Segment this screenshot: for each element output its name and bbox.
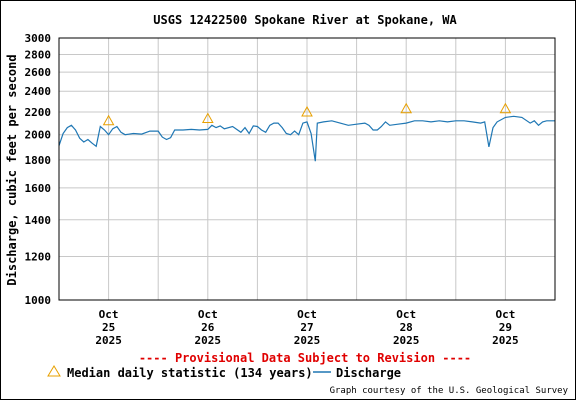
x-tick-label: Oct <box>495 308 515 321</box>
grid-lines <box>59 37 555 301</box>
median-marker <box>102 114 115 126</box>
y-tick-label: 2200 <box>25 106 52 119</box>
y-tick-label: 1800 <box>25 154 52 167</box>
y-tick-label: 3000 <box>25 32 52 45</box>
median-marker <box>201 112 214 124</box>
x-tick-label: 29 <box>499 321 512 334</box>
x-tick-label: 2025 <box>195 334 222 347</box>
chart-title: USGS 12422500 Spokane River at Spokane, … <box>153 13 457 27</box>
legend-discharge-label: Discharge <box>336 366 401 380</box>
x-tick-label: 2025 <box>393 334 420 347</box>
x-tick-label: Oct <box>99 308 119 321</box>
y-tick-label: 2000 <box>25 129 52 142</box>
y-tick-labels: 3000 2800 2600 2400 2200 2000 1800 1600 1400 1200… <box>25 32 52 307</box>
discharge-line <box>58 115 555 162</box>
x-tick-labels: Oct252025Oct262025Oct272025Oct282025Oct2… <box>95 308 518 347</box>
x-tick-label: Oct <box>198 308 218 321</box>
x-tick-label: 2025 <box>294 334 321 347</box>
x-tick-label: 25 <box>102 321 115 334</box>
legend-median-label: Median daily statistic (134 years) <box>67 366 313 380</box>
x-tick-label: Oct <box>297 308 317 321</box>
y-axis-label: Discharge, cubic feet per second <box>5 54 19 285</box>
median-marker <box>301 105 313 117</box>
provisional-note: ---- Provisional Data Subject to Revisio… <box>139 351 471 365</box>
y-tick-label: 2800 <box>25 48 52 61</box>
x-tick-label: 2025 <box>95 334 122 347</box>
y-tick-label: 1400 <box>25 214 52 227</box>
y-tick-label: 1200 <box>25 251 52 264</box>
y-tick-label: 1600 <box>25 182 52 195</box>
x-tick-label: 2025 <box>492 334 519 347</box>
x-tick-label: 26 <box>201 321 215 334</box>
usgs-credit: Graph courtesy of the U.S. Geological Su… <box>330 386 569 396</box>
median-legend-marker <box>47 365 61 377</box>
plot-border <box>58 37 556 301</box>
y-tick-label: 2600 <box>25 66 52 79</box>
x-tick-label: Oct <box>396 308 416 321</box>
series-layer <box>58 102 555 162</box>
median-marker <box>499 102 512 114</box>
legend: Median daily statistic (134 years) Disch… <box>47 365 401 380</box>
y-tick-label: 2400 <box>25 85 52 98</box>
x-tick-label: 27 <box>300 321 313 334</box>
y-tick-label: 1000 <box>25 294 52 307</box>
median-marker <box>400 102 413 114</box>
x-tick-label: 28 <box>400 321 413 334</box>
